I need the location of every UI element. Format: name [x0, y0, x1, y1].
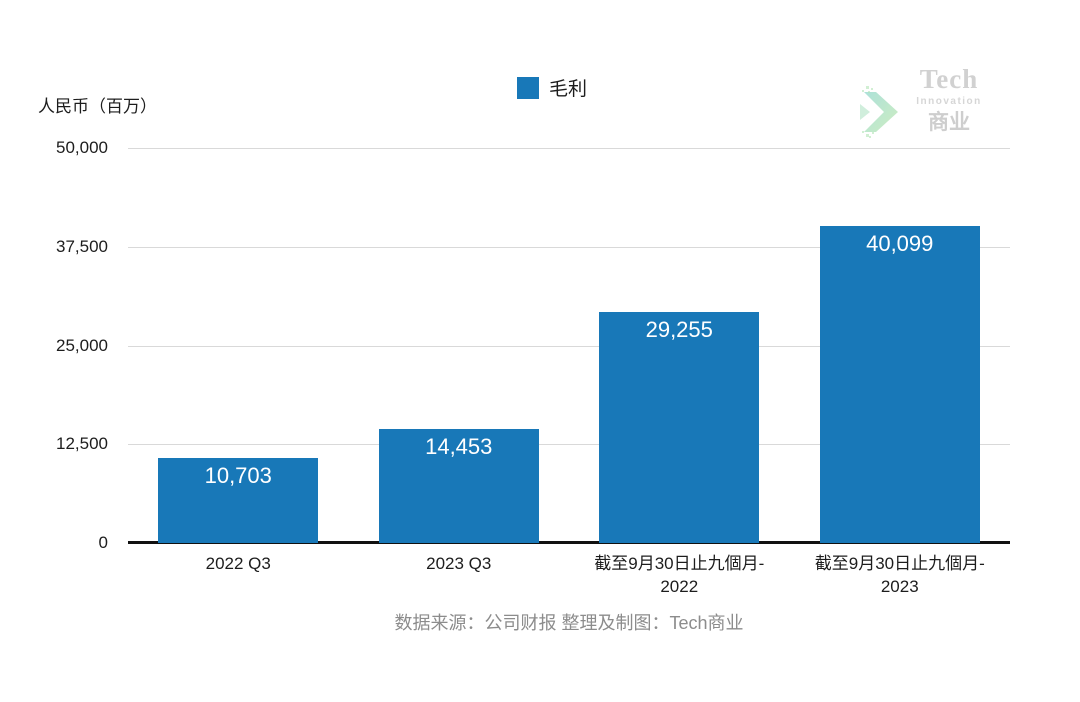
x-axis-label: 2023 Q3	[426, 554, 492, 573]
x-axis-labels: 2022 Q3 2023 Q3 截至9月30日止九個月- 2022 截至9月30日止九個…	[128, 552, 1010, 600]
gridline	[128, 345, 1010, 347]
bar: 14,453	[378, 428, 539, 543]
bar: 40,099	[819, 226, 980, 543]
legend-swatch-icon	[516, 76, 539, 99]
bar: 10,703	[158, 458, 319, 543]
bar-value-label: 29,255	[645, 316, 713, 342]
gridline	[128, 148, 1010, 149]
gridline	[128, 246, 1010, 248]
y-tick-label: 25,000	[56, 335, 108, 355]
logo-brand-text: 商业	[928, 111, 970, 134]
y-tick-label: 12,500	[56, 434, 108, 454]
y-axis-title: 人民币（百万）	[38, 97, 157, 116]
bar-value-label: 10,703	[204, 463, 272, 489]
brand-logo: Tech Innovation 商业	[858, 60, 998, 142]
plot-area: 10,703 14,453 29,255 40,099	[128, 148, 1010, 544]
logo-text: Tech	[919, 64, 979, 94]
x-axis-line	[128, 541, 1010, 544]
legend-label: 毛利	[548, 79, 587, 100]
y-tick-label: 0	[98, 533, 108, 552]
legend: 毛利	[24, 74, 1080, 101]
gridline	[128, 444, 1010, 446]
source-note: 数据来源：公司财报 整理及制图：Tech商业	[394, 613, 744, 633]
x-axis-label: 2022 Q3	[205, 554, 271, 573]
y-tick-labels: 0 12,500 25,000 37,500 50,000	[0, 0, 108, 702]
bar-value-label: 40,099	[866, 231, 934, 257]
chevron-arrow-icon	[860, 86, 898, 138]
bar: 29,255	[599, 311, 760, 543]
y-tick-label: 50,000	[56, 138, 108, 157]
x-axis-label: 截至9月30日止九個月- 2023	[814, 554, 985, 596]
y-tick-label: 37,500	[56, 236, 108, 256]
x-axis-label: 截至9月30日止九個月- 2022	[594, 554, 765, 596]
bar-value-label: 14,453	[425, 433, 493, 459]
logo-subtext: Innovation	[916, 96, 982, 107]
